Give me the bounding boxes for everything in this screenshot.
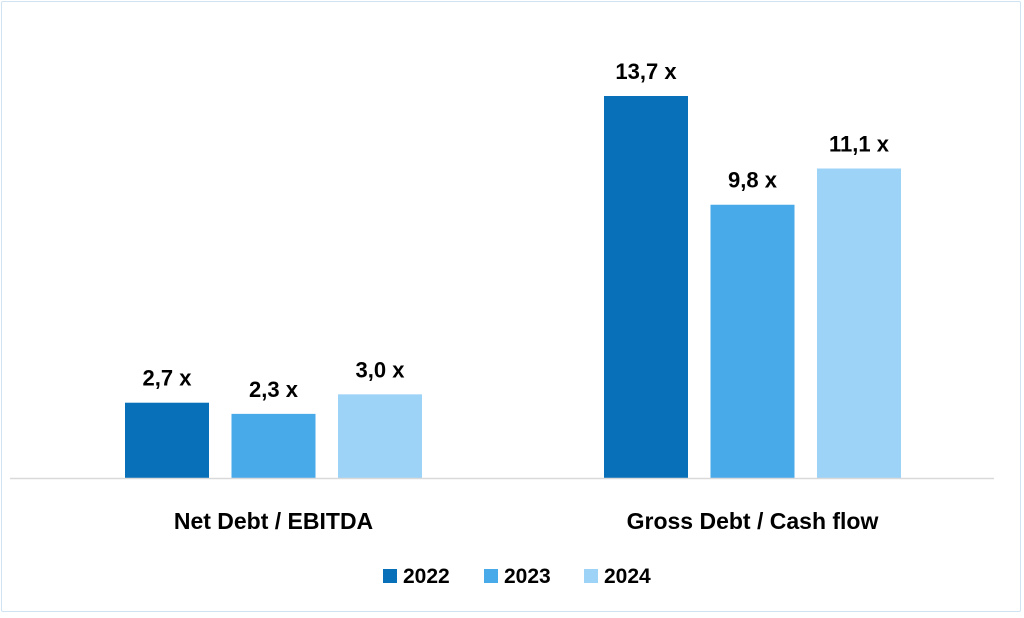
- bar-net-debt-ebitda-2022: [125, 402, 209, 478]
- value-labels-group: 2,7 x 2,3 x 3,0 x 13,7 x 9,8 x 11,1 x: [143, 59, 890, 402]
- category-labels-group: Net Debt / EBITDA Gross Debt / Cash flow: [174, 508, 879, 534]
- bars-group: [125, 96, 901, 479]
- value-label-net-debt-ebitda-2023: 2,3 x: [249, 377, 299, 402]
- legend-item-2022: 2022: [383, 565, 450, 588]
- value-label-gross-debt-cash-flow-2023: 9,8 x: [728, 168, 778, 193]
- legend-swatch-2023: [484, 569, 498, 583]
- legend-label-2022: 2022: [403, 565, 450, 588]
- value-label-gross-debt-cash-flow-2022: 13,7 x: [615, 59, 677, 84]
- value-label-gross-debt-cash-flow-2024: 11,1 x: [829, 131, 890, 156]
- legend: 2022 2023 2024: [383, 565, 651, 588]
- value-label-net-debt-ebitda-2024: 3,0 x: [356, 357, 406, 382]
- bar-gross-debt-cash-flow-2022: [604, 96, 688, 478]
- legend-label-2023: 2023: [504, 565, 551, 588]
- legend-item-2024: 2024: [584, 565, 651, 588]
- legend-swatch-2024: [584, 569, 598, 583]
- category-label-gross-debt-cash-flow: Gross Debt / Cash flow: [627, 508, 879, 534]
- bar-net-debt-ebitda-2024: [338, 394, 422, 478]
- legend-label-2024: 2024: [604, 565, 651, 588]
- value-label-net-debt-ebitda-2022: 2,7 x: [143, 366, 193, 391]
- category-label-net-debt-ebitda: Net Debt / EBITDA: [174, 508, 373, 534]
- legend-item-2023: 2023: [484, 565, 551, 588]
- bar-gross-debt-cash-flow-2023: [710, 204, 795, 479]
- legend-swatch-2022: [383, 569, 397, 583]
- bar-gross-debt-cash-flow-2024: [817, 168, 901, 479]
- bar-net-debt-ebitda-2023: [231, 413, 316, 478]
